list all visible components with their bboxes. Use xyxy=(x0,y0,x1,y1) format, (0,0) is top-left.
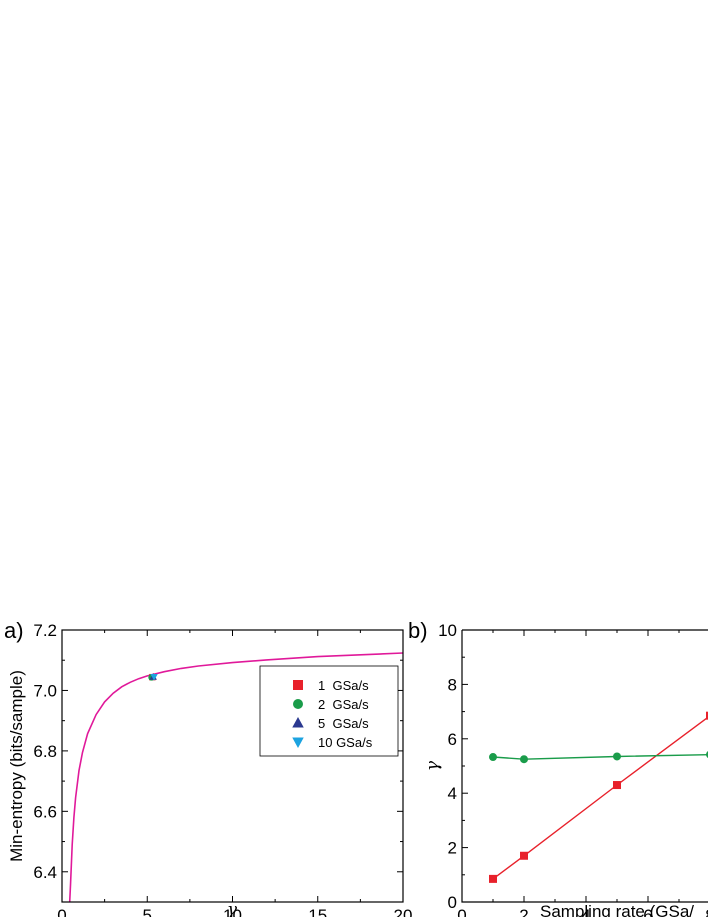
legend-label-2: 2 GSa/s xyxy=(318,697,369,712)
legend-marker-3 xyxy=(292,717,304,728)
y-tick-label: 8 xyxy=(448,675,457,694)
panel-b-y-axis-title: γ xyxy=(423,760,443,771)
y-tick-label: 6 xyxy=(448,730,457,749)
series-line-1 xyxy=(492,716,708,880)
panel-b-ticks: 0 2 4 6 8 0 2 4 6 8 10 xyxy=(438,621,708,917)
y-tick-label: 6.6 xyxy=(33,802,57,821)
series-2-point xyxy=(489,753,497,762)
x-tick-label: 0 xyxy=(57,906,66,917)
panel-a-x-axis-title: γ xyxy=(227,900,238,917)
legend-marker-4 xyxy=(292,737,304,748)
series-1-point xyxy=(520,851,528,860)
x-tick-label: 10 xyxy=(223,906,242,917)
series-2-point xyxy=(520,755,528,764)
y-tick-label: 6.4 xyxy=(33,863,57,882)
min-entropy-curve xyxy=(68,652,404,903)
x-tick-label: 0 xyxy=(457,906,466,917)
series-1-point xyxy=(489,874,497,883)
data-point-4 xyxy=(150,673,158,681)
panel-b-frame xyxy=(461,629,708,903)
legend-label-1: 1 GSa/s xyxy=(318,678,369,693)
panel-a: a) 0 5 10 15 20 6.4 6.6 6.8 7.0 7.2 Min-entropy (… xyxy=(4,618,412,917)
series-2-point xyxy=(613,752,621,761)
legend-label-3: 5 GSa/s xyxy=(318,716,369,731)
legend-marker-1 xyxy=(293,680,303,690)
legend: 1 GSa/s 2 GSa/s 5 GSa/s 10 GSa/s xyxy=(259,665,399,757)
x-tick-label: 8 xyxy=(705,906,708,917)
y-tick-label: 7.2 xyxy=(33,621,57,640)
panel-a-y-axis-title: Min-entropy (bits/sample) xyxy=(7,670,26,862)
y-tick-label: 6.8 xyxy=(33,742,57,761)
panel-a-label: a) xyxy=(4,618,24,643)
panel-b: b) 0 2 4 6 8 0 2 4 6 8 10 γ Sampling rate (GSa/ xyxy=(408,618,708,917)
x-tick-label: 6 xyxy=(643,906,652,917)
y-tick-label: 10 xyxy=(438,621,457,640)
series-1-point xyxy=(613,781,621,790)
y-tick-label: 2 xyxy=(448,839,457,858)
panel-b-x-axis-title: Sampling rate (GSa/ xyxy=(540,902,694,917)
y-tick-label: 7.0 xyxy=(33,681,57,700)
panel-b-label: b) xyxy=(408,618,428,643)
legend-box xyxy=(259,665,399,757)
x-tick-label: 15 xyxy=(308,906,327,917)
series-1-point xyxy=(706,711,708,720)
x-tick-label: 20 xyxy=(394,906,413,917)
x-tick-label: 5 xyxy=(143,906,152,917)
panel-a-ticks: 0 5 10 15 20 6.4 6.6 6.8 7.0 7.2 xyxy=(33,621,412,917)
series-line-2 xyxy=(492,753,708,760)
y-tick-label: 0 xyxy=(448,893,457,912)
x-tick-label: 4 xyxy=(581,906,590,917)
legend-label-4: 10 GSa/s xyxy=(318,735,373,750)
y-tick-label: 4 xyxy=(448,784,457,803)
x-tick-label: 2 xyxy=(519,906,528,917)
legend-marker-2 xyxy=(293,699,303,709)
